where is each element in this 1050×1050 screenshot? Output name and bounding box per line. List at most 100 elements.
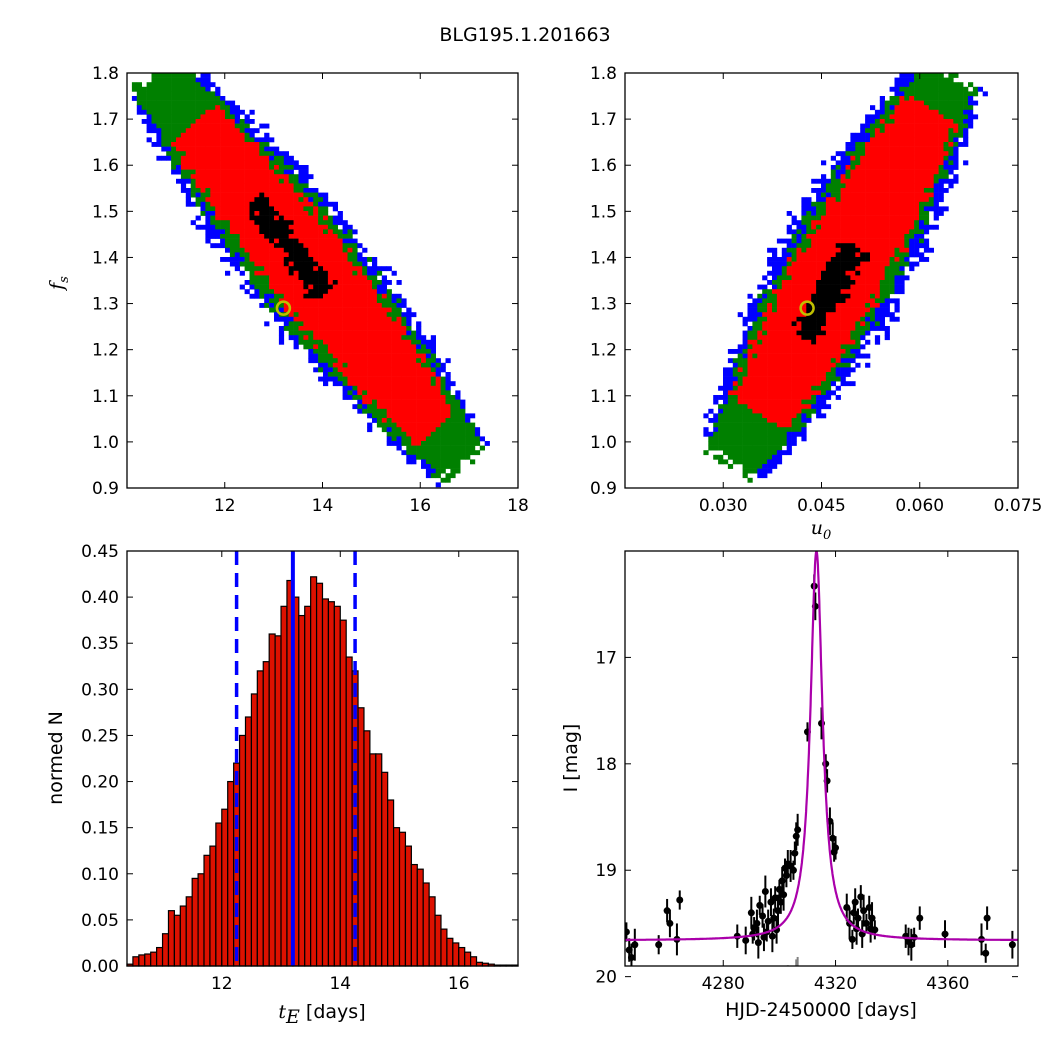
density-cell <box>303 234 309 239</box>
density-cell <box>909 114 915 120</box>
density-cell <box>229 178 236 184</box>
density-cell <box>357 376 363 382</box>
density-cell <box>781 339 787 345</box>
density-cell <box>811 252 817 258</box>
density-cell <box>801 243 807 249</box>
density-cell <box>865 284 871 290</box>
density-cell <box>933 128 939 134</box>
density-cell <box>225 183 231 189</box>
density-cell <box>801 385 807 391</box>
density-cell <box>195 192 201 198</box>
density-cell <box>806 220 812 226</box>
density-cell <box>166 114 172 120</box>
density-cell <box>416 326 422 331</box>
density-cell <box>342 367 348 373</box>
density-cell <box>229 234 236 239</box>
density-cell <box>772 450 778 456</box>
density-cell <box>401 303 407 308</box>
density-cell <box>752 372 758 377</box>
density-cell <box>923 119 930 124</box>
density-cell <box>332 381 338 387</box>
density-cell <box>308 220 314 226</box>
density-cell <box>889 188 895 193</box>
density-cell <box>850 367 856 373</box>
density-cell <box>850 321 856 327</box>
density-cell <box>776 293 783 299</box>
density-cell <box>806 358 812 364</box>
density-cell <box>889 275 895 281</box>
density-cell <box>372 395 378 400</box>
density-cell <box>239 155 245 161</box>
density-cell <box>781 385 787 391</box>
density-cell <box>762 404 768 410</box>
density-cell <box>323 316 329 322</box>
density-cell <box>904 197 910 203</box>
density-cell <box>889 298 895 304</box>
density-cell <box>425 367 432 373</box>
density-cell <box>884 312 890 318</box>
density-cell <box>269 298 275 304</box>
density-cell <box>904 257 910 262</box>
density-cell <box>786 270 792 276</box>
density-cell <box>180 77 187 83</box>
density-cell <box>821 229 827 235</box>
density-cell <box>850 174 856 180</box>
density-cell <box>718 404 724 410</box>
density-cell <box>791 261 797 267</box>
density-cell <box>801 436 807 442</box>
density-cell <box>879 326 885 331</box>
photometry-point <box>854 914 862 922</box>
density-cell <box>830 169 836 175</box>
density-cell <box>811 243 817 249</box>
density-cell <box>141 119 147 124</box>
density-cell <box>460 408 466 414</box>
density-cell <box>215 183 221 189</box>
density-cell <box>899 86 905 92</box>
density-cell <box>791 436 797 442</box>
density-cell <box>455 436 461 442</box>
density-cell <box>855 344 861 350</box>
density-cell <box>254 224 260 230</box>
density-cell <box>884 284 890 290</box>
density-cell <box>953 109 959 115</box>
density-cell <box>879 270 885 276</box>
density-cell <box>215 192 221 198</box>
density-cell <box>870 303 876 308</box>
density-cell <box>185 169 191 175</box>
density-cell <box>327 376 334 382</box>
density-cell <box>288 206 294 212</box>
tE-histogram-y-tick-label: 0.00 <box>81 957 119 977</box>
density-cell <box>904 132 910 138</box>
density-cell <box>923 137 930 143</box>
density-cell <box>318 316 324 322</box>
density-cell <box>835 257 841 262</box>
density-cell <box>146 119 152 124</box>
density-cell <box>391 321 397 327</box>
density-cell <box>776 372 783 377</box>
density-cell <box>767 326 773 331</box>
density-cell <box>791 293 797 299</box>
density-cell <box>938 77 944 83</box>
density-cell <box>303 211 309 216</box>
density-cell <box>845 266 851 272</box>
density-cell <box>435 454 441 460</box>
density-cell <box>889 169 895 175</box>
density-cell <box>948 114 954 120</box>
density-cell <box>406 321 412 327</box>
density-cell <box>703 413 709 419</box>
density-cell <box>801 372 807 377</box>
density-cell <box>298 224 304 230</box>
density-cell <box>830 270 836 276</box>
density-cell <box>786 445 792 451</box>
density-cell <box>909 151 915 157</box>
density-cell <box>776 441 783 446</box>
density-cell <box>889 252 895 258</box>
density-cell <box>229 224 236 230</box>
density-cell <box>367 399 373 405</box>
density-cell <box>801 367 807 373</box>
density-cell <box>254 183 260 189</box>
density-cell <box>909 155 915 161</box>
density-cell <box>176 137 182 143</box>
density-cell <box>440 427 446 433</box>
density-cell <box>874 339 881 345</box>
